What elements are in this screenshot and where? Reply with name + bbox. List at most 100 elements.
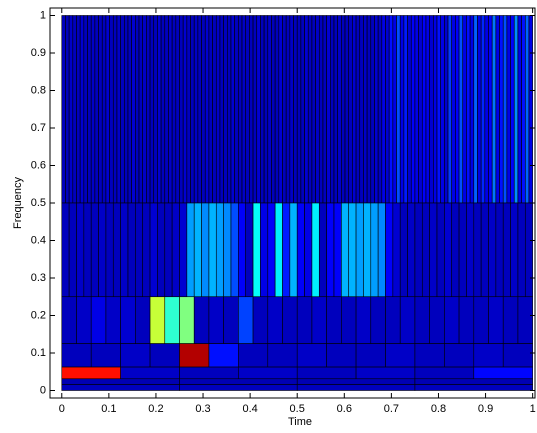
tile	[208, 202, 217, 298]
tile	[245, 202, 254, 298]
tile	[179, 366, 239, 380]
y-tick-label: 0.1	[31, 347, 46, 359]
tile	[138, 15, 144, 204]
tile	[256, 15, 261, 204]
tile	[278, 15, 283, 204]
tile	[337, 15, 342, 204]
tile	[495, 15, 500, 204]
tile	[502, 296, 519, 344]
tile	[414, 378, 533, 385]
tile	[179, 378, 298, 385]
tile	[311, 15, 316, 204]
tile	[267, 15, 272, 204]
tile	[101, 15, 107, 204]
tile	[403, 15, 408, 204]
tile	[83, 202, 92, 298]
tile	[61, 202, 70, 298]
tile	[238, 366, 298, 380]
tile	[326, 343, 357, 368]
tile	[238, 343, 269, 368]
tile	[296, 202, 305, 298]
x-tick-label: 0.9	[478, 403, 493, 415]
tile	[105, 202, 114, 298]
tile	[282, 296, 298, 344]
tile	[289, 202, 298, 298]
x-tick-label: 0	[59, 403, 65, 415]
tile	[208, 343, 239, 368]
tile	[296, 15, 302, 204]
tile	[513, 15, 519, 204]
tile	[175, 15, 180, 204]
tile	[484, 15, 489, 204]
tile	[208, 15, 213, 204]
tile	[179, 343, 210, 368]
tile	[87, 15, 92, 204]
tile	[392, 202, 401, 298]
tile	[374, 15, 379, 204]
tile	[186, 15, 191, 204]
tile	[355, 343, 386, 368]
tile	[68, 202, 77, 298]
y-tick-label: 0.9	[31, 47, 46, 59]
x-tick-label: 0.6	[337, 403, 352, 415]
tile	[495, 202, 504, 298]
tile	[179, 15, 184, 204]
tile	[326, 296, 342, 344]
tile	[451, 202, 460, 298]
tile	[444, 202, 453, 298]
tile	[234, 15, 239, 204]
tile	[142, 15, 147, 204]
tile	[444, 15, 449, 204]
tile	[90, 15, 96, 204]
tile	[363, 202, 372, 298]
tile	[326, 15, 331, 204]
tile	[204, 15, 210, 204]
x-tick-label: 0.7	[384, 403, 399, 415]
tile	[425, 15, 430, 204]
tile	[414, 202, 423, 298]
tile	[285, 15, 291, 204]
tile	[385, 343, 416, 368]
tile	[241, 15, 247, 204]
tile	[421, 202, 430, 298]
tile	[157, 202, 166, 298]
tile	[296, 296, 313, 344]
y-tick-label: 0.5	[31, 197, 46, 209]
tile	[215, 202, 224, 298]
tile	[149, 343, 180, 368]
tile	[477, 15, 482, 204]
tile	[414, 384, 533, 391]
tile	[458, 202, 467, 298]
tile	[388, 15, 394, 204]
tile	[142, 202, 151, 298]
tile	[473, 202, 482, 298]
tile	[230, 15, 235, 204]
tile	[410, 15, 416, 204]
x-tick-label: 0.2	[148, 403, 163, 415]
tile	[414, 366, 475, 380]
tile	[245, 15, 250, 204]
tile	[105, 15, 110, 204]
tile	[149, 296, 166, 344]
tile	[466, 202, 475, 298]
tile	[315, 15, 320, 204]
x-axis-label: Time	[288, 416, 312, 428]
tile	[480, 15, 486, 204]
tile	[127, 15, 132, 204]
tile	[116, 15, 121, 204]
tile	[267, 202, 276, 298]
y-axis-label: Frequency	[12, 177, 24, 229]
tile	[381, 15, 386, 204]
tile	[510, 15, 515, 204]
tile	[197, 15, 202, 204]
tile	[348, 202, 357, 298]
tile	[524, 202, 533, 298]
tile	[120, 202, 129, 298]
tile	[223, 202, 232, 298]
tile	[307, 15, 313, 204]
tile	[212, 15, 217, 204]
tile	[429, 15, 434, 204]
tile	[355, 296, 372, 344]
tile	[392, 15, 397, 204]
x-tick-label: 0.1	[101, 403, 116, 415]
